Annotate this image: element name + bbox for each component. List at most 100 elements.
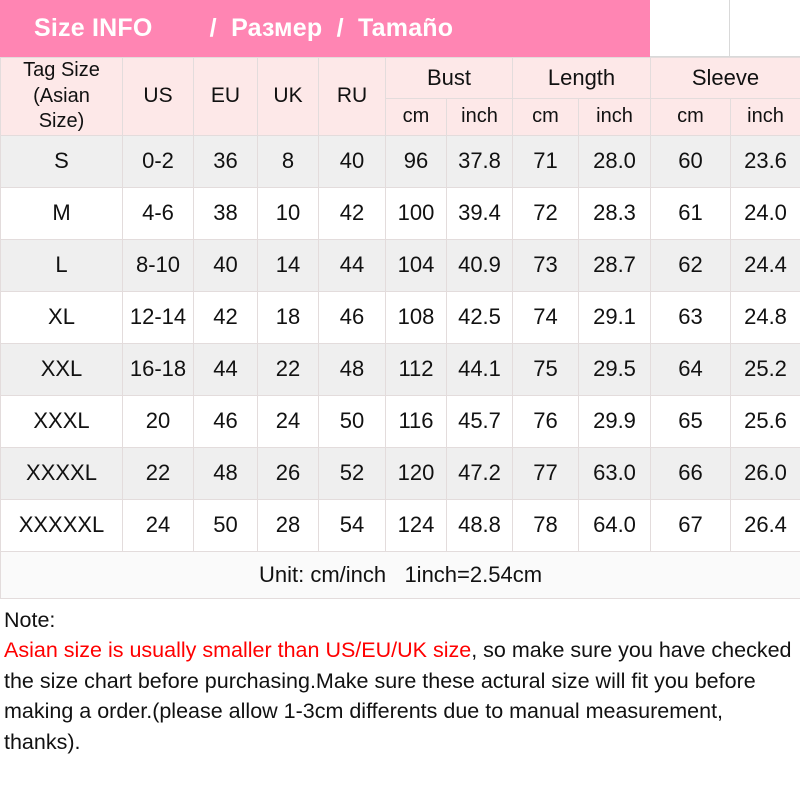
cell-tag: XL <box>0 290 123 344</box>
cell-bust-inch: 44.1 <box>446 342 513 396</box>
cell-sleeve-inch: 24.8 <box>730 290 800 344</box>
cell-sleeve-cm: 66 <box>650 446 732 500</box>
cell-length-inch: 63.0 <box>577 446 652 500</box>
header-row-groups: Tag Size (Asian Size) US EU UK RU Bust L… <box>0 56 800 136</box>
header-sleeve-inch: inch <box>730 98 800 136</box>
cell-eu: 48 <box>193 446 258 500</box>
cell-eu: 40 <box>193 238 258 292</box>
cell-length-inch: 64.0 <box>577 498 652 552</box>
cell-bust-cm: 120 <box>385 446 447 500</box>
cell-us: 20 <box>122 394 194 448</box>
cell-eu: 42 <box>193 290 258 344</box>
table-body: S 0-2 36 8 40 96 37.8 71 28.0 60 23.6 M 4-6 38 10 42 100… <box>0 134 800 552</box>
cell-length-inch: 28.3 <box>577 186 652 240</box>
cell-ru: 52 <box>318 446 386 500</box>
banner-row: Size INFO / Размер / Tamaño <box>0 0 800 57</box>
banner-blank-cell-1 <box>650 0 730 57</box>
banner-title: Size INFO / Размер / Tamaño <box>34 14 454 42</box>
cell-eu: 46 <box>193 394 258 448</box>
cell-length-inch: 29.9 <box>577 394 652 448</box>
table-row: L 8-10 40 14 44 104 40.9 73 28.7 62 24.4 <box>0 238 800 292</box>
cell-us: 24 <box>122 498 194 552</box>
header-ru: RU <box>318 57 386 136</box>
cell-us: 8-10 <box>122 238 194 292</box>
cell-bust-inch: 40.9 <box>446 238 513 292</box>
unit-row-cell: Unit: cm/inch 1inch=2.54cm <box>0 550 800 599</box>
cell-bust-cm: 124 <box>385 498 447 552</box>
cell-uk: 26 <box>257 446 319 500</box>
unit-row: Unit: cm/inch 1inch=2.54cm <box>0 550 800 599</box>
table-row: XXXL 20 46 24 50 116 45.7 76 29.9 65 25.6 <box>0 394 800 448</box>
cell-length-inch: 29.1 <box>577 290 652 344</box>
header-tag-size-line3: Size) <box>38 110 85 133</box>
header-uk: UK <box>257 57 319 136</box>
cell-bust-cm: 104 <box>385 238 447 292</box>
size-table: Tag Size (Asian Size) US EU UK RU Bust L… <box>0 56 800 599</box>
table-row: S 0-2 36 8 40 96 37.8 71 28.0 60 23.6 <box>0 134 800 188</box>
cell-length-cm: 75 <box>512 342 579 396</box>
cell-tag: L <box>0 238 123 292</box>
cell-sleeve-inch: 24.0 <box>730 186 800 240</box>
header-sleeve-cm: cm <box>650 98 732 136</box>
cell-sleeve-inch: 23.6 <box>730 134 800 188</box>
header-tag-size: Tag Size (Asian Size) <box>0 57 123 136</box>
header-tag-size-line1: Tag Size <box>23 59 100 81</box>
cell-sleeve-inch: 26.0 <box>730 446 800 500</box>
header-bust-inch: inch <box>446 98 513 136</box>
header-bust-cm: cm <box>385 98 447 136</box>
cell-eu: 36 <box>193 134 258 188</box>
size-info-banner: Size INFO / Размер / Tamaño <box>0 0 650 57</box>
banner-blank-cell-2 <box>730 0 800 57</box>
cell-sleeve-inch: 25.6 <box>730 394 800 448</box>
cell-length-cm: 73 <box>512 238 579 292</box>
header-us: US <box>122 57 194 136</box>
header-length-cm: cm <box>512 98 579 136</box>
header-row-subunits: cm inch cm inch cm inch <box>1 98 800 136</box>
cell-ru: 42 <box>318 186 386 240</box>
cell-bust-inch: 39.4 <box>446 186 513 240</box>
cell-bust-cm: 100 <box>385 186 447 240</box>
cell-uk: 28 <box>257 498 319 552</box>
cell-ru: 48 <box>318 342 386 396</box>
note-rest-text: , so make sure you have checked the size… <box>4 638 792 754</box>
table-row: XL 12-14 42 18 46 108 42.5 74 29.1 63 24.8 <box>0 290 800 344</box>
cell-uk: 8 <box>257 134 319 188</box>
header-eu: EU <box>193 57 258 136</box>
cell-ru: 40 <box>318 134 386 188</box>
cell-length-inch: 29.5 <box>577 342 652 396</box>
cell-eu: 44 <box>193 342 258 396</box>
cell-uk: 24 <box>257 394 319 448</box>
cell-bust-cm: 112 <box>385 342 447 396</box>
cell-tag: S <box>0 134 123 188</box>
cell-sleeve-cm: 61 <box>650 186 732 240</box>
cell-tag: XXXXXL <box>0 498 123 552</box>
cell-tag: XXL <box>0 342 123 396</box>
note-label: Note: <box>4 607 56 632</box>
cell-tag: M <box>0 186 123 240</box>
cell-bust-inch: 42.5 <box>446 290 513 344</box>
header-length-inch: inch <box>577 98 652 136</box>
cell-uk: 22 <box>257 342 319 396</box>
cell-us: 16-18 <box>122 342 194 396</box>
cell-length-cm: 77 <box>512 446 579 500</box>
cell-bust-inch: 45.7 <box>446 394 513 448</box>
cell-bust-cm: 96 <box>385 134 447 188</box>
cell-sleeve-cm: 63 <box>650 290 732 344</box>
cell-sleeve-cm: 62 <box>650 238 732 292</box>
note-red-text: Asian size is usually smaller than US/EU… <box>4 638 472 663</box>
cell-ru: 50 <box>318 394 386 448</box>
cell-length-inch: 28.0 <box>577 134 652 188</box>
header-group-sleeve: Sleeve <box>650 56 800 100</box>
cell-ru: 46 <box>318 290 386 344</box>
cell-us: 4-6 <box>122 186 194 240</box>
cell-uk: 14 <box>257 238 319 292</box>
cell-uk: 10 <box>257 186 319 240</box>
cell-sleeve-cm: 67 <box>650 498 732 552</box>
note-body: Asian size is usually smaller than US/EU… <box>4 635 796 757</box>
cell-uk: 18 <box>257 290 319 344</box>
table-row: XXXXL 22 48 26 52 120 47.2 77 63.0 66 26.0 <box>0 446 800 500</box>
cell-length-cm: 76 <box>512 394 579 448</box>
cell-eu: 38 <box>193 186 258 240</box>
table-row: XXL 16-18 44 22 48 112 44.1 75 29.5 64 25.2 <box>0 342 800 396</box>
